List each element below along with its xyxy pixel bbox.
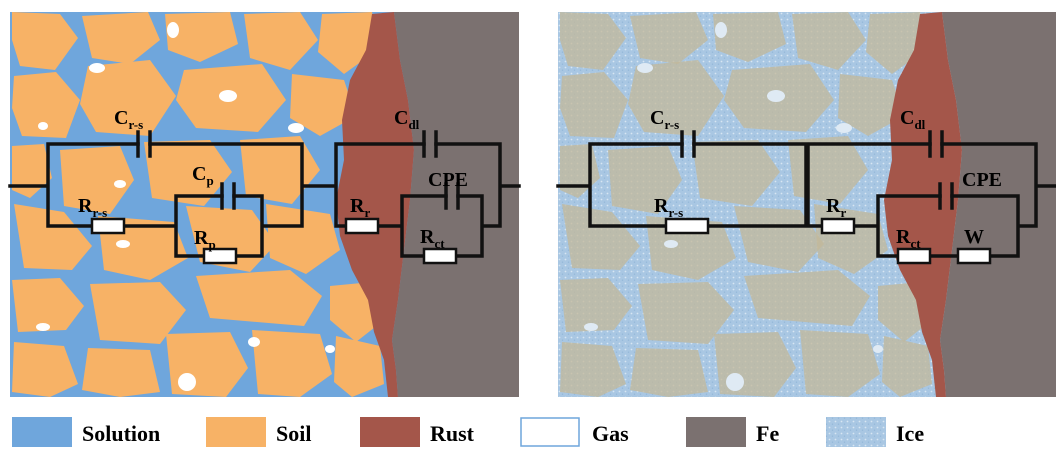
label-w-right: W: [964, 226, 984, 248]
legend-label-soil: Soil: [276, 421, 311, 446]
gas-bubbles: [36, 22, 335, 391]
legend-swatch-fe: [686, 417, 746, 447]
label-c-p: Cp: [192, 163, 214, 188]
legend-swatch-gas: [520, 417, 580, 447]
label-r-p: Rp: [194, 227, 216, 252]
label-cpe-right: CPE: [962, 169, 1002, 191]
label-r-ct: Rct: [420, 226, 445, 251]
left-circuit: Cr-s Rr-s Cp Rp Cdl CPE Rr Rct: [8, 107, 521, 265]
soil-particles-faded: [560, 12, 932, 397]
fe-region-right: [940, 12, 1056, 397]
legend-swatch-soil: [206, 417, 266, 447]
legend-label-rust: Rust: [430, 421, 475, 446]
gas-bubbles-faded: [584, 22, 883, 391]
legend-item-ice: Ice: [826, 417, 924, 447]
label-r-rs: Rr-s: [78, 195, 107, 220]
label-c-rs-right: Cr-s: [650, 107, 679, 132]
resistor-r-p: [202, 247, 238, 265]
rust-layer: [336, 12, 414, 397]
legend-item-rust: Rust: [360, 417, 475, 447]
resistor-r-rs: [90, 217, 126, 235]
label-r-r-right: Rr: [826, 195, 846, 220]
legend-label-solution: Solution: [82, 421, 160, 446]
legend-swatch-solution: [12, 417, 72, 447]
legend-label-ice: Ice: [896, 421, 924, 446]
legend-label-fe: Fe: [756, 421, 779, 446]
resistor-r-rs-right: [664, 217, 710, 235]
left-panel: Cr-s Rr-s Cp Rp Cdl CPE Rr Rct: [8, 12, 521, 397]
resistor-r-r: [344, 217, 380, 235]
legend-item-gas: Gas: [520, 417, 629, 447]
label-c-dl: Cdl: [394, 107, 420, 132]
legend-label-gas: Gas: [592, 421, 629, 446]
label-cpe: CPE: [428, 169, 468, 191]
resistor-r-ct-right: [896, 247, 932, 265]
label-r-r: Rr: [350, 195, 370, 220]
resistor-r-r-right: [820, 217, 856, 235]
legend-item-solution: Solution: [12, 417, 160, 447]
label-c-rs: Cr-s: [114, 107, 143, 132]
label-c-dl-right: Cdl: [900, 107, 926, 132]
legend-swatch-ice: [826, 417, 886, 447]
right-panel: Cr-s Rr-s Cdl CPE Rr Rct W: [556, 12, 1056, 397]
resistor-r-ct: [422, 247, 458, 265]
fe-region: [392, 12, 519, 397]
label-r-ct-right: Rct: [896, 226, 921, 251]
legend-swatch-rust: [360, 417, 420, 447]
rust-layer-right: [884, 12, 962, 397]
right-circuit: Cr-s Rr-s Cdl CPE Rr Rct W: [556, 107, 1056, 265]
legend-item-soil: Soil: [206, 417, 311, 447]
legend-item-fe: Fe: [686, 417, 779, 447]
label-r-rs-right: Rr-s: [654, 195, 683, 220]
legend: Solution Soil Rust Gas Fe Ice: [12, 417, 924, 447]
resistor-w-right: [956, 247, 992, 265]
